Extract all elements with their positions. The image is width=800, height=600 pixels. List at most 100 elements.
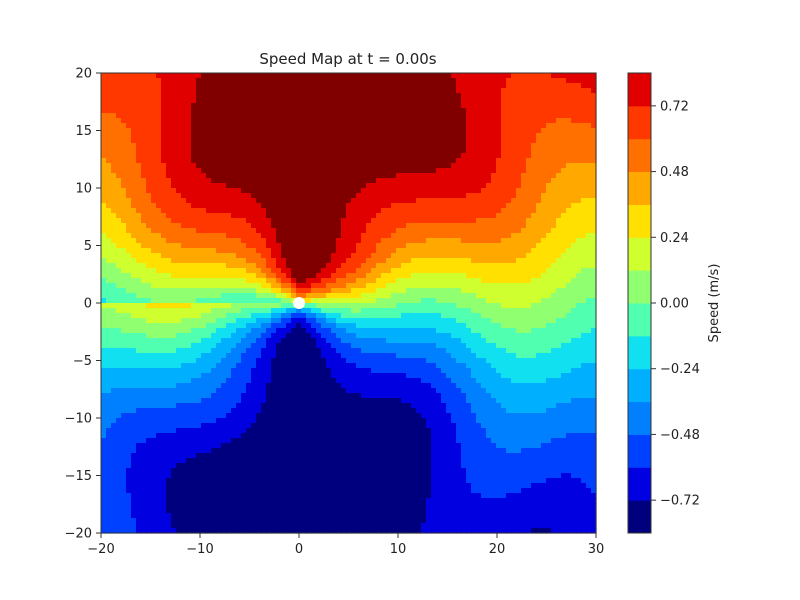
heatmap-cell	[166, 368, 172, 374]
heatmap-cell	[341, 398, 347, 404]
heatmap-cell	[156, 328, 162, 334]
heatmap-cell	[176, 438, 182, 444]
heatmap-cell	[131, 438, 137, 444]
heatmap-cell	[116, 343, 122, 349]
heatmap-cell	[336, 173, 342, 179]
heatmap-cell	[326, 518, 332, 524]
heatmap-cell	[256, 228, 262, 234]
heatmap-cell	[121, 183, 127, 189]
heatmap-cell	[146, 498, 152, 504]
heatmap-cell	[106, 448, 112, 454]
heatmap-cell	[346, 503, 352, 509]
heatmap-cell	[216, 73, 222, 79]
heatmap-cell	[341, 228, 347, 234]
heatmap-cell	[176, 198, 182, 204]
heatmap-cell	[326, 513, 332, 519]
heatmap-cell	[246, 373, 252, 379]
heatmap-cell	[141, 78, 147, 84]
heatmap-cell	[146, 233, 152, 239]
heatmap-cell	[146, 308, 152, 314]
heatmap-cell	[116, 513, 122, 519]
heatmap-cell	[321, 158, 327, 164]
heatmap-cell	[151, 198, 157, 204]
heatmap-cell	[346, 378, 352, 384]
heatmap-cell	[261, 308, 267, 314]
heatmap-cell	[256, 188, 262, 194]
heatmap-cell	[161, 133, 167, 139]
heatmap-cell	[141, 73, 147, 79]
heatmap-cell	[351, 328, 357, 334]
heatmap-cell	[331, 188, 337, 194]
heatmap-cell	[246, 138, 252, 144]
heatmap-cell	[126, 373, 132, 379]
heatmap-cell	[171, 383, 177, 389]
heatmap-cell	[341, 388, 347, 394]
heatmap-cell	[116, 93, 122, 99]
heatmap-cell	[151, 528, 157, 534]
heatmap-cell	[346, 153, 352, 159]
heatmap-cell	[101, 358, 107, 364]
heatmap-cell	[216, 278, 222, 284]
heatmap-cell	[311, 493, 317, 499]
heatmap-cell	[106, 258, 112, 264]
heatmap-cell	[366, 233, 372, 239]
heatmap-cell	[341, 153, 347, 159]
heatmap-cell	[321, 333, 327, 339]
heatmap-cell	[166, 523, 172, 529]
heatmap-cell	[206, 293, 212, 299]
heatmap-cell	[131, 528, 137, 534]
heatmap-cell	[166, 148, 172, 154]
heatmap-cell	[191, 493, 197, 499]
heatmap-cell	[101, 383, 107, 389]
heatmap-cell	[106, 168, 112, 174]
heatmap-cell	[336, 353, 342, 359]
heatmap-cell	[241, 223, 247, 229]
heatmap-cell	[186, 243, 192, 249]
heatmap-cell	[146, 388, 152, 394]
heatmap-cell	[206, 503, 212, 509]
heatmap-cell	[221, 223, 227, 229]
heatmap-cell	[276, 168, 282, 174]
heatmap-cell	[276, 463, 282, 469]
heatmap-cell	[331, 378, 337, 384]
heatmap-cell	[186, 103, 192, 109]
heatmap-cell	[316, 153, 322, 159]
heatmap-cell	[276, 243, 282, 249]
heatmap-cell	[251, 483, 257, 489]
heatmap-cell	[326, 163, 332, 169]
heatmap-cell	[141, 433, 147, 439]
heatmap-cell	[316, 523, 322, 529]
heatmap-cell	[216, 463, 222, 469]
heatmap-cell	[331, 123, 337, 129]
heatmap-cell	[216, 423, 222, 429]
heatmap-cell	[236, 243, 242, 249]
heatmap-cell	[161, 523, 167, 529]
heatmap-cell	[276, 213, 282, 219]
heatmap-cell	[361, 273, 367, 279]
heatmap-cell	[211, 193, 217, 199]
heatmap-cell	[356, 448, 362, 454]
heatmap-cell	[171, 123, 177, 129]
heatmap-cell	[371, 158, 377, 164]
heatmap-cell	[196, 463, 202, 469]
heatmap-cell	[126, 518, 132, 524]
heatmap-cell	[311, 283, 317, 289]
heatmap-cell	[246, 458, 252, 464]
heatmap-cell	[331, 248, 337, 254]
heatmap-cell	[236, 148, 242, 154]
heatmap-cell	[291, 328, 297, 334]
heatmap-cell	[281, 318, 287, 324]
heatmap-cell	[121, 343, 127, 349]
heatmap-cell	[346, 423, 352, 429]
heatmap-cell	[106, 458, 112, 464]
heatmap-cell	[291, 88, 297, 94]
heatmap-cell	[301, 188, 307, 194]
heatmap-cell	[186, 213, 192, 219]
heatmap-cell	[136, 138, 142, 144]
heatmap-cell	[221, 518, 227, 524]
heatmap-cell	[116, 108, 122, 114]
heatmap-cell	[356, 73, 362, 79]
heatmap-cell	[331, 428, 337, 434]
heatmap-cell	[131, 383, 137, 389]
heatmap-cell	[261, 78, 267, 84]
